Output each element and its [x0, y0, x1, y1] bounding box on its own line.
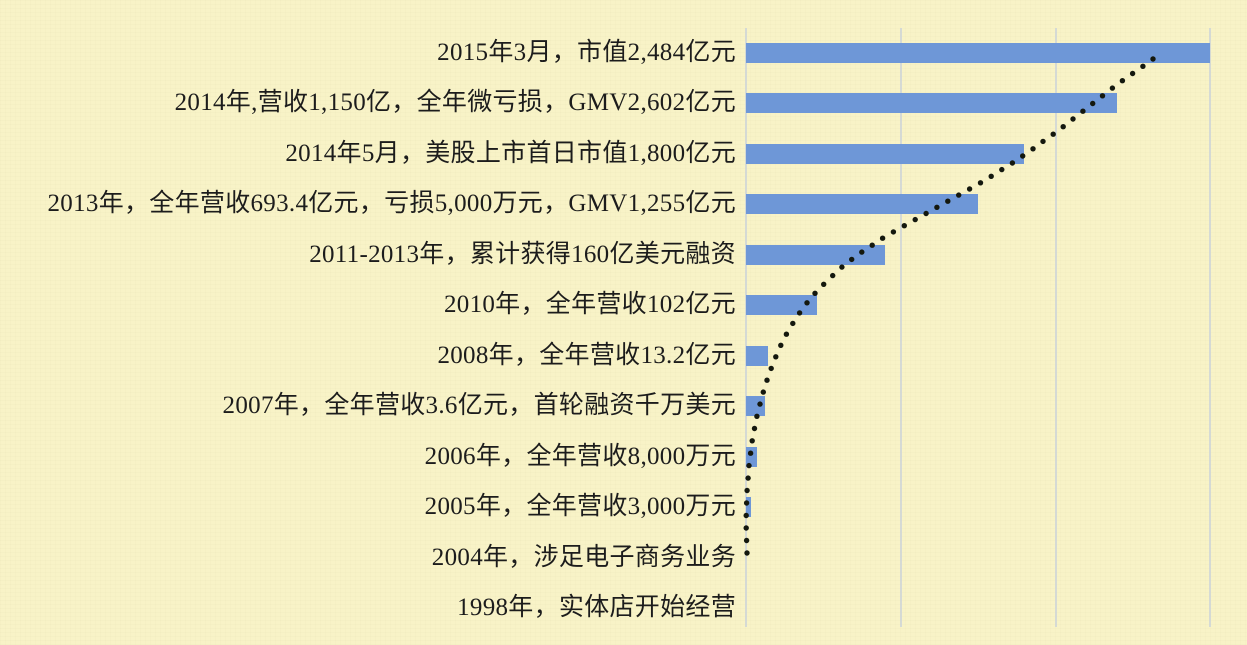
milestone-label: 2007年，全年营收3.6亿元，首轮融资千万美元	[222, 392, 736, 419]
milestone-label: 2014年5月，美股上市首日市值1,800亿元	[285, 139, 736, 167]
milestone-label: 2015年3月，市值2,484亿元	[437, 38, 736, 66]
milestone-bar	[746, 143, 1024, 164]
milestone-bar	[746, 295, 817, 315]
milestone-bar	[746, 446, 757, 467]
milestone-label: 1998年，实体店开始经营	[457, 594, 736, 621]
milestone-label: 2013年，全年营收693.4亿元，亏损5,000万元，GMV1,255亿元	[47, 190, 736, 217]
milestone-label: 2010年，全年营收102亿元	[443, 291, 736, 318]
milestone-label: 2006年，全年营收8,000万元	[424, 442, 736, 470]
milestone-bar	[746, 497, 751, 517]
milestone-label: 2004年，涉足电子商务业务	[431, 543, 736, 571]
milestone-label: 2011-2013年，累计获得160亿美元融资	[309, 240, 736, 268]
milestone-bar	[746, 194, 978, 214]
milestone-label: 2014年,营收1,150亿，全年微亏损，GMV2,602亿元	[174, 89, 736, 116]
milestone-bar	[746, 345, 768, 366]
milestone-label: 2005年，全年营收3,000万元	[424, 493, 736, 520]
gridline	[900, 28, 902, 627]
gridline	[1055, 28, 1057, 627]
gridline	[1209, 28, 1211, 627]
gridline	[745, 28, 747, 627]
milestone-label: 2008年，全年营收13.2亿元	[437, 341, 736, 369]
milestone-bar	[746, 93, 1117, 113]
milestone-bar	[746, 244, 885, 265]
milestone-bar	[746, 396, 765, 416]
milestone-bar	[746, 42, 1210, 63]
